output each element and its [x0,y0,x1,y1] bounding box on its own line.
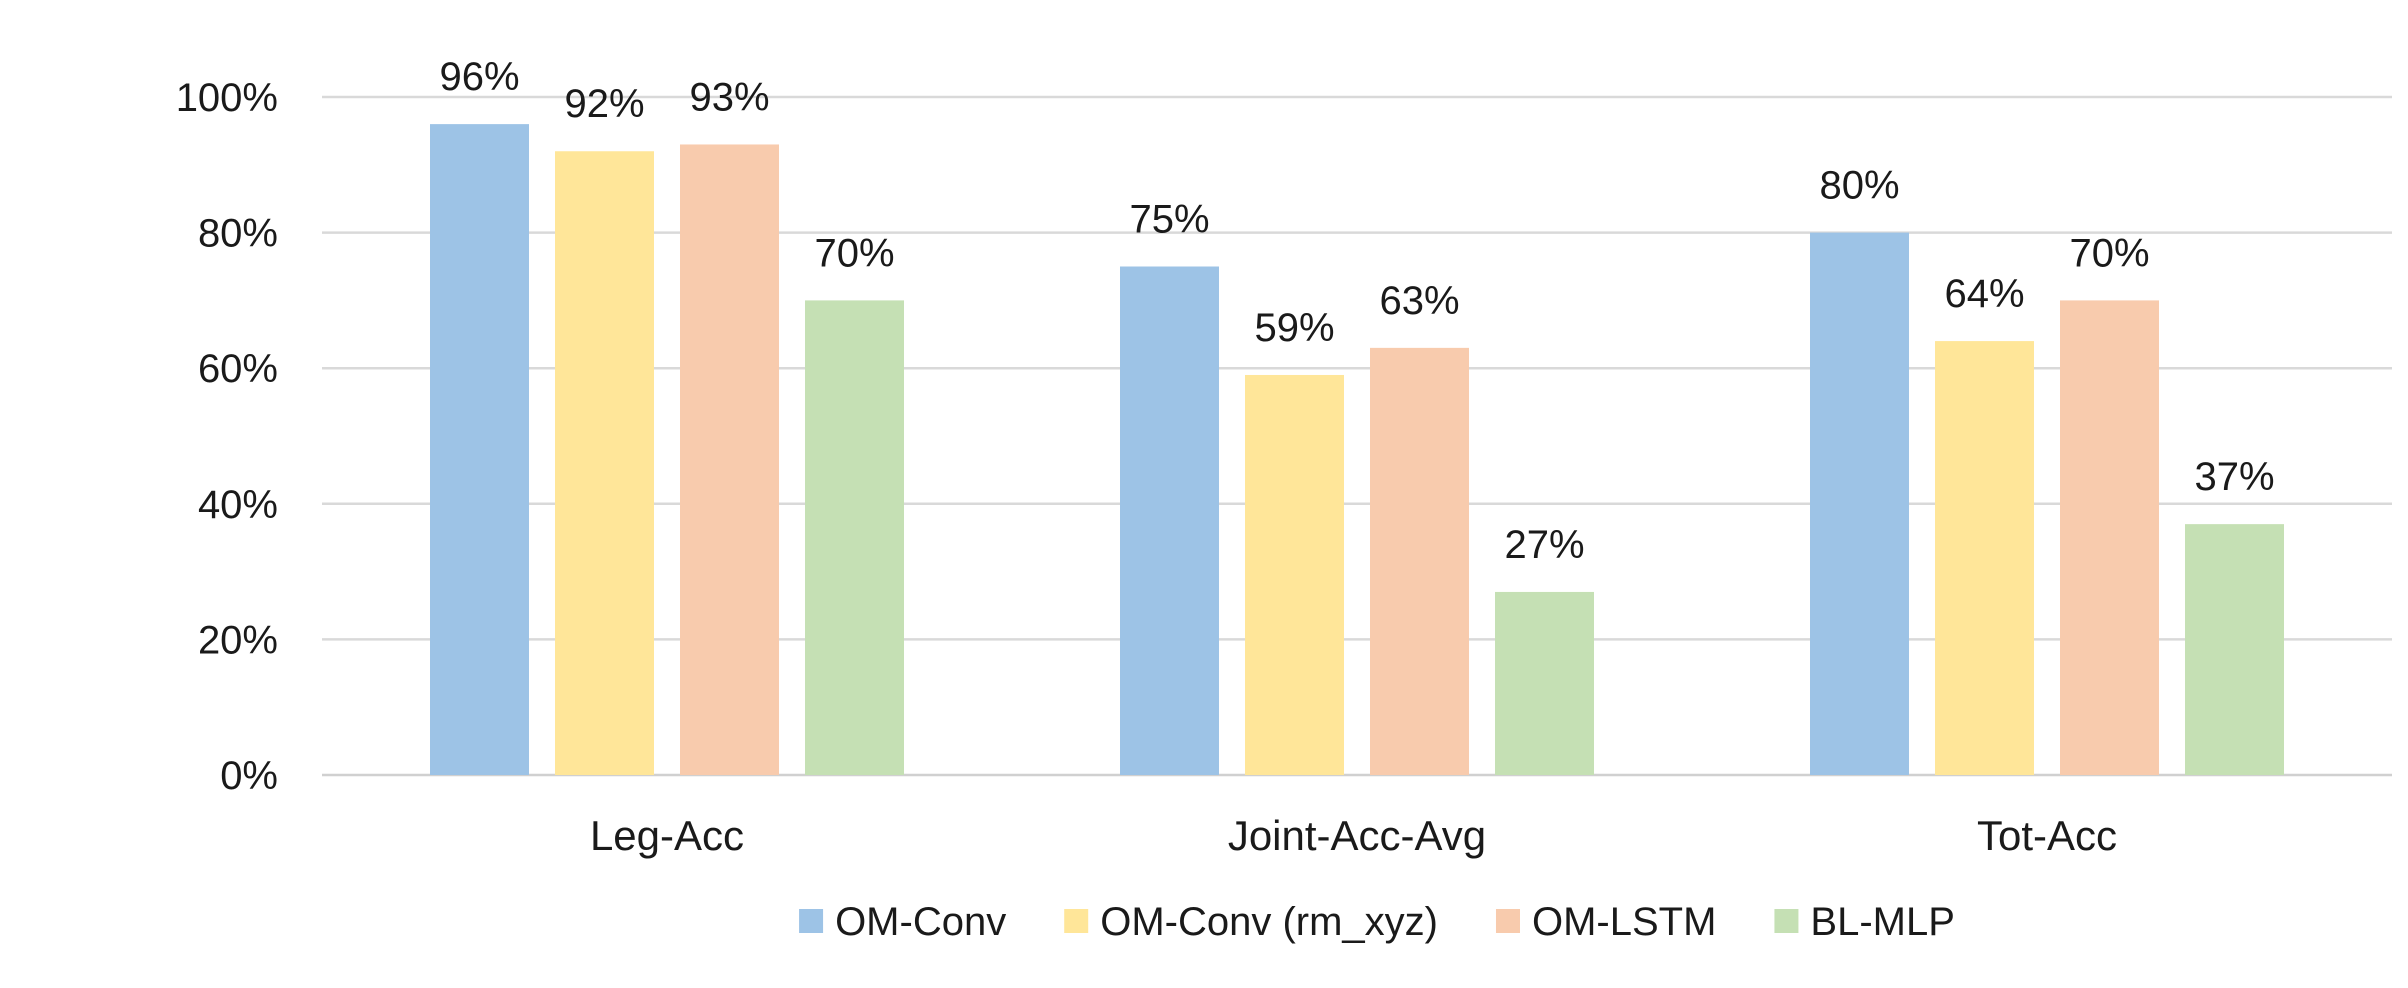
bar-om-conv-rm-xyz-joint-acc-avg [1245,374,1344,775]
legend-swatch [1774,909,1799,933]
bar-bl-mlp-joint-acc-avg [1495,591,1594,775]
y-tick-label: 60% [198,347,278,391]
y-tick-label: 100% [176,76,278,120]
bar-bl-mlp-leg-acc [805,300,904,775]
data-label: 59% [1254,306,1334,350]
legend-swatch [1064,909,1089,933]
bar-om-lstm-leg-acc [680,144,779,775]
data-label: 80% [1819,164,1899,208]
data-label: 92% [564,82,644,126]
bar-om-conv-tot-acc [1810,232,1909,776]
legend-label: OM-Conv [835,900,1006,944]
bar-om-conv-leg-acc [430,124,529,776]
data-label: 70% [2069,231,2149,275]
y-tick-label: 40% [198,483,278,527]
legend-swatch [1495,909,1520,933]
y-tick-label: 20% [198,618,278,662]
bar-om-conv-rm-xyz-leg-acc [555,151,654,776]
data-label: 75% [1129,198,1209,242]
legend-item: BL-MLP [1774,900,1955,944]
bar-om-conv-rm-xyz-tot-acc [1935,341,2034,775]
data-label: 64% [1944,272,2024,316]
y-tick-label: 80% [198,212,278,256]
legend-item: OM-Conv [799,900,1006,944]
bars [430,124,2284,776]
data-label: 63% [1379,279,1459,323]
y-axis-ticks: 0% 20% 40% 60% 80% 100% [176,76,278,798]
x-category-label: Tot-Acc [1977,812,2117,859]
legend-item: OM-Conv (rm_xyz) [1064,900,1438,944]
bar-bl-mlp-tot-acc [2185,524,2284,775]
legend-label: OM-LSTM [1532,900,1716,944]
x-category-label: Joint-Acc-Avg [1228,812,1486,859]
data-label: 96% [439,55,519,99]
y-tick-label: 0% [220,754,278,798]
legend-label: OM-Conv (rm_xyz) [1100,900,1438,944]
bar-om-lstm-tot-acc [2060,300,2159,775]
legend-label: BL-MLP [1810,900,1955,944]
x-category-label: Leg-Acc [590,812,744,859]
data-label: 70% [814,231,894,275]
bar-om-conv-joint-acc-avg [1120,266,1219,775]
legend-swatch [799,909,824,933]
data-labels: 96% 92% 93% 70% 75% 59% 63% 27% 80% 64% 70% 37% [439,55,2274,567]
bar-om-lstm-joint-acc-avg [1370,347,1469,775]
legend-item: OM-LSTM [1495,900,1716,944]
data-label: 37% [2194,455,2274,499]
data-label: 27% [1504,523,1584,567]
data-label: 93% [689,75,769,119]
x-axis-categories: Leg-Acc Joint-Acc-Avg Tot-Acc [590,812,2117,859]
gridlines [322,95,2392,777]
legend: OM-Conv OM-Conv (rm_xyz) OM-LSTM BL-MLP [799,900,1955,944]
